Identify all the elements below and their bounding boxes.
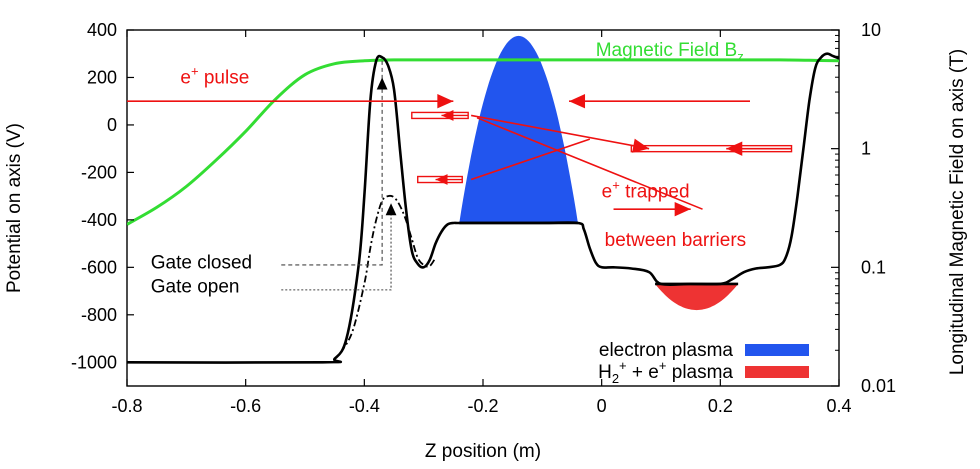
y2-axis-label: Longitudinal Magnetic Field on axis (T) xyxy=(947,49,968,375)
y2-tick-label: 10 xyxy=(861,20,881,40)
annotation-5: Gate open xyxy=(151,276,240,297)
y-tick-label: -800 xyxy=(81,305,117,325)
gate-closed-pointer-head xyxy=(376,77,388,90)
x-tick-label: 0 xyxy=(597,396,607,416)
trajectory-arrow-1-head xyxy=(632,138,650,153)
electron-plasma-fill xyxy=(459,35,578,224)
axis-ticks: -0.8 -0.6 -0.4 -0.2 0 0.2 0.4 400 200 0 -200 -400 -6… xyxy=(71,20,896,416)
y-tick-label: -200 xyxy=(81,162,117,182)
legend-swatch-0 xyxy=(745,344,809,356)
bounce-arrow-lower-head xyxy=(435,174,448,185)
y-tick-label: -600 xyxy=(81,257,117,277)
legend-label-1: H2+ + e+ plasma xyxy=(598,358,733,386)
x-tick-label: 0.4 xyxy=(826,396,851,416)
annotation-2: e+ trapped xyxy=(602,177,690,202)
x-tick-label: 0.2 xyxy=(708,396,733,416)
y-axis-label: Potential on axis (V) xyxy=(4,123,25,293)
y-tick-label: 400 xyxy=(87,20,117,40)
trapped-arrow-head xyxy=(674,201,691,217)
y-tick-label: -400 xyxy=(81,210,117,230)
y-tick-label: 0 xyxy=(107,115,117,135)
annotation-4: Gate closed xyxy=(151,253,252,274)
pulse-arrow-head xyxy=(437,94,454,109)
x-tick-label: -0.8 xyxy=(111,396,142,416)
reflect-arrow-right-head xyxy=(726,141,743,156)
y2-tick-label: 0.1 xyxy=(861,257,886,277)
y2-tick-label: 0.01 xyxy=(861,376,896,396)
y-tick-label: -1000 xyxy=(71,352,117,372)
annotation-0: Magnetic Field Bz xyxy=(596,40,744,64)
annotation-3: between barriers xyxy=(605,230,747,251)
legend-label-0: electron plasma xyxy=(599,340,734,361)
x-tick-label: -0.2 xyxy=(467,396,498,416)
gate-closed-pointer xyxy=(281,60,383,266)
annotation-arrows xyxy=(127,60,793,291)
magnetic-field-b-z-line xyxy=(127,58,839,226)
reflect-arrow-left-head xyxy=(569,94,586,109)
x-tick-label: -0.4 xyxy=(349,396,380,416)
bounce-arrow-upper-head xyxy=(441,110,454,121)
gate-open-pointer xyxy=(281,208,392,291)
annotation-1: e+ pulse xyxy=(180,63,249,88)
filled-regions xyxy=(459,35,739,311)
trajectory-arrow-1 xyxy=(470,114,650,150)
y-tick-label: 200 xyxy=(87,67,117,87)
potential-gate-open--line xyxy=(339,194,437,354)
y2-tick-label: 1 xyxy=(861,139,871,159)
legend-swatch-1 xyxy=(745,366,809,378)
x-tick-label: -0.6 xyxy=(230,396,261,416)
gate-open-pointer-head xyxy=(385,203,397,216)
trajectory-line-2 xyxy=(476,117,703,210)
h2-e-plasma-fill xyxy=(655,283,739,311)
annotations: Magnetic Field Bz e+ pulse e+ trapped betwe… xyxy=(151,40,746,297)
x-axis-label: Z position (m) xyxy=(425,441,541,462)
trajectory-line-3 xyxy=(470,138,591,181)
